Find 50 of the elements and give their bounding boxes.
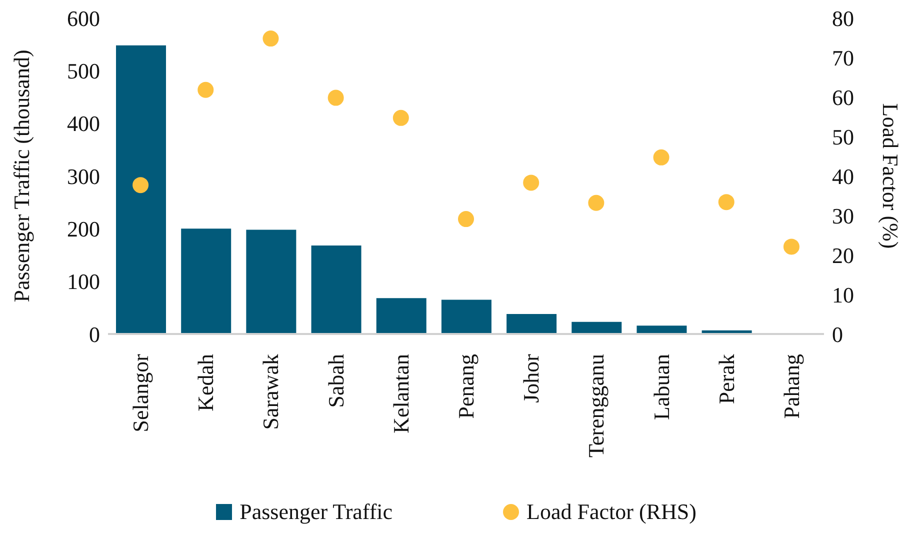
point <box>132 177 149 194</box>
point <box>653 149 670 166</box>
point <box>392 110 409 126</box>
y2-tick-label: 10 <box>832 282 854 308</box>
y-tick-label: 600 <box>67 6 100 31</box>
x-tick-label: Sabah <box>323 354 348 408</box>
y-tick-label: 500 <box>67 58 100 84</box>
x-tick-label: Sarawak <box>258 354 284 430</box>
y2-tick-label: 0 <box>832 322 843 347</box>
x-tick-label: Penang <box>454 354 478 419</box>
bar <box>376 298 426 334</box>
x-tick-label: Pahang <box>778 354 804 419</box>
point <box>783 238 800 255</box>
bar <box>116 45 166 334</box>
y2-tick-label: 50 <box>832 124 854 150</box>
point <box>523 174 540 191</box>
y2-tick-label: 20 <box>832 242 854 268</box>
bar <box>506 314 557 334</box>
x-tick-label: Labuan <box>648 354 674 420</box>
point <box>588 194 604 211</box>
x-tick-label: Selangor <box>128 353 154 432</box>
y-tick-label: 300 <box>67 164 100 189</box>
point <box>262 30 279 47</box>
bar <box>441 300 492 334</box>
legend-label: Passenger Traffic <box>240 499 393 525</box>
legend-label: Load Factor (RHS) <box>526 499 696 525</box>
x-tick-label: Kedah <box>193 354 218 412</box>
y-axis-title: Passenger Traffic (thousand) <box>8 50 34 302</box>
y-tick-label: 100 <box>67 269 100 294</box>
y2-tick-label: 70 <box>832 45 854 70</box>
y2-axis-title: Load Factor (%) <box>878 103 904 249</box>
x-tick-label: Terengganu <box>584 354 609 458</box>
bar <box>181 228 232 334</box>
y2-tick-label: 60 <box>832 84 854 110</box>
y-tick-label: 200 <box>67 216 100 242</box>
bar <box>311 246 362 334</box>
y-tick-label: 400 <box>67 111 100 136</box>
y2-tick-label: 30 <box>832 203 854 228</box>
point <box>328 90 344 106</box>
y2-tick-label: 40 <box>832 164 854 189</box>
x-tick-label: Kelantan <box>388 354 414 434</box>
y2-tick-label: 80 <box>832 6 854 31</box>
bar <box>572 322 622 334</box>
x-tick-label: Johor <box>518 353 544 403</box>
x-tick-label: Perak <box>714 354 739 404</box>
point <box>198 82 214 98</box>
bar <box>246 230 296 334</box>
point <box>458 211 474 228</box>
point <box>718 194 734 210</box>
y-tick-label: 0 <box>89 322 100 347</box>
